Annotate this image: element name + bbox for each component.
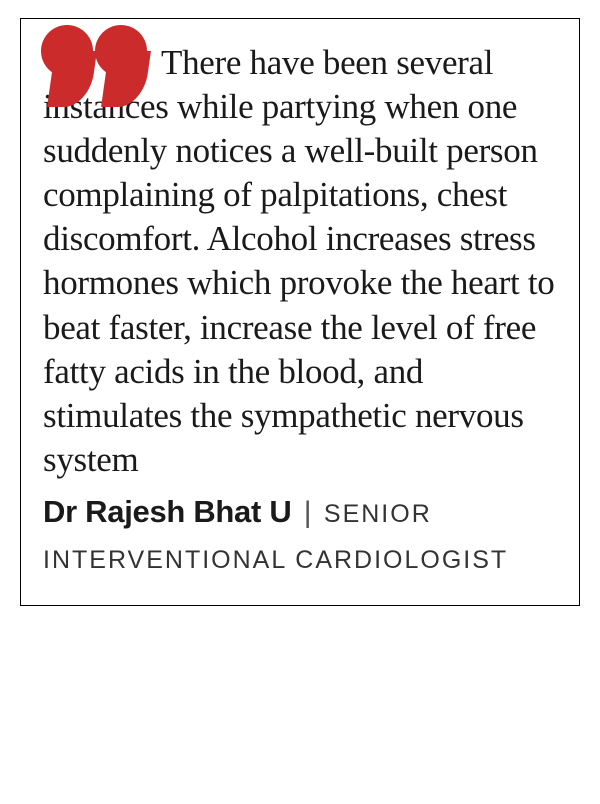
author-name: Dr Rajesh Bhat U [43,494,291,529]
quote-attribution: Dr Rajesh Bhat U | SENIOR INTERVENTIONAL… [43,488,557,583]
pull-quote-box: There have been several instances while … [20,18,580,606]
separator-pipe: | [295,496,319,529]
open-quote-icon [41,25,161,120]
